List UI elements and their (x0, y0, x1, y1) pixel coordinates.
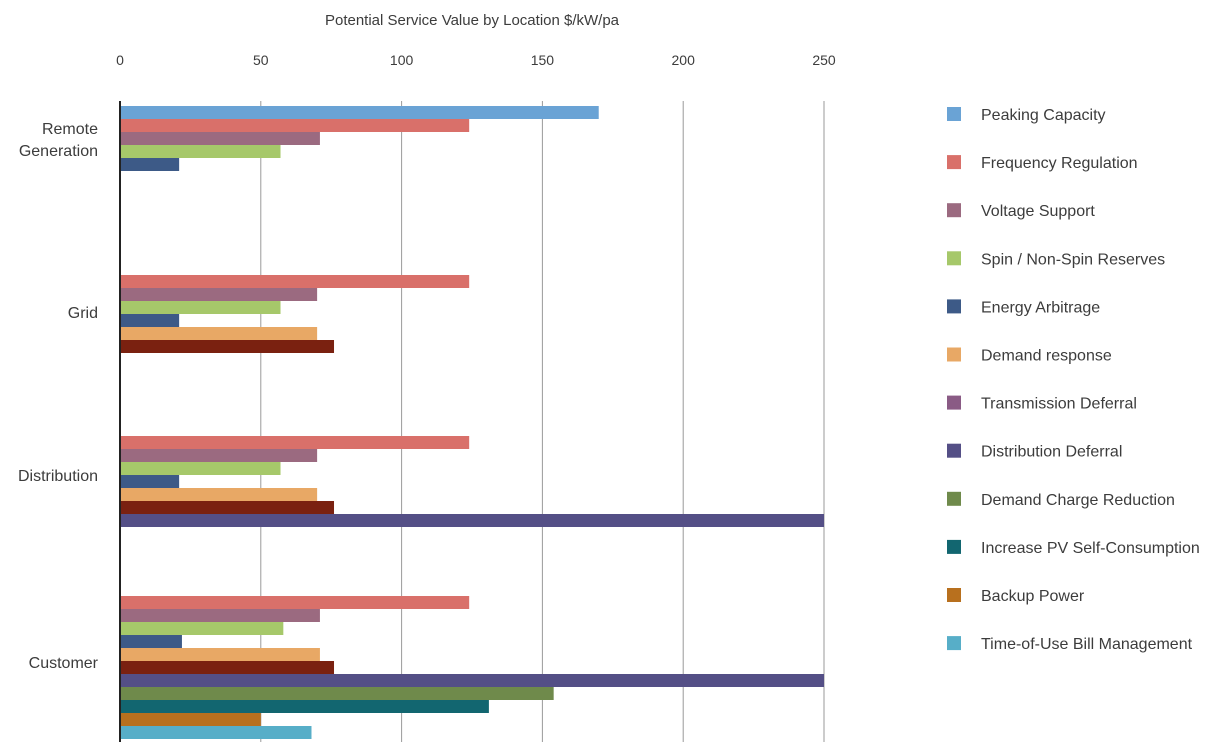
bar (120, 661, 335, 674)
legend-swatch (947, 347, 961, 362)
bar (120, 314, 180, 327)
legend-swatch (947, 107, 961, 121)
legend-label: Frequency Regulation (981, 155, 1138, 172)
legend-swatch (947, 299, 961, 314)
bar (120, 635, 182, 648)
legend-label: Peaking Capacity (981, 107, 1106, 124)
legend-label: Increase PV Self-Consumption (981, 540, 1200, 557)
bar (120, 514, 824, 527)
legend: Peaking Capacity Frequency Regulation Volt… (947, 107, 1200, 653)
bar (120, 488, 318, 501)
bar (120, 700, 489, 713)
category-label: Generation (19, 143, 98, 160)
category-labels: Remote Generation Grid Distribution Customer (18, 121, 99, 672)
bar (120, 713, 261, 726)
x-tick-label: 250 (812, 52, 836, 68)
legend-swatch (947, 588, 961, 602)
category-label: Distribution (18, 468, 98, 485)
x-tick-label: 200 (672, 52, 696, 68)
bar (120, 462, 281, 475)
bar (120, 596, 470, 609)
legend-swatch (947, 539, 961, 554)
legend-swatch (947, 251, 961, 266)
legend-swatch (947, 395, 961, 410)
bar (120, 275, 470, 288)
legend-label: Demand response (981, 348, 1112, 365)
bar (120, 119, 470, 132)
x-tick-label: 50 (253, 52, 269, 68)
bar (120, 648, 320, 661)
bars (120, 106, 824, 739)
legend-label: Voltage Support (981, 203, 1095, 220)
legend-label: Distribution Deferral (981, 444, 1122, 461)
legend-swatch (947, 491, 961, 506)
category-label: Remote (42, 121, 98, 138)
legend-swatch (947, 443, 961, 458)
legend-label: Transmission Deferral (981, 396, 1137, 413)
bar (120, 449, 318, 462)
bar (120, 726, 312, 739)
category-label: Grid (68, 305, 98, 322)
x-tick-label: 0 (116, 52, 124, 68)
bar (120, 475, 180, 488)
gridlines (260, 101, 825, 742)
bar (120, 132, 320, 145)
bar (120, 622, 284, 635)
bar (120, 340, 335, 353)
bar (120, 301, 281, 314)
legend-label: Backup Power (981, 588, 1085, 605)
x-tick-labels: 0 50 100 150 200 250 (116, 52, 836, 68)
legend-label: Demand Charge Reduction (981, 492, 1175, 509)
legend-label: Energy Arbitrage (981, 299, 1100, 316)
bar (120, 288, 318, 301)
axis-title: Potential Service Value by Location $/kW… (325, 12, 620, 29)
legend-swatch (947, 636, 961, 651)
bar (120, 436, 470, 449)
legend-label: Time-of-Use Bill Management (981, 636, 1193, 653)
bar (120, 158, 180, 171)
bar (120, 327, 318, 340)
bar (120, 145, 281, 158)
bar (120, 106, 599, 119)
bar (120, 501, 335, 514)
x-tick-label: 100 (390, 52, 414, 68)
bar (120, 609, 320, 622)
legend-swatch (947, 203, 961, 218)
x-tick-label: 150 (531, 52, 555, 68)
legend-label: Spin / Non-Spin Reserves (981, 251, 1165, 268)
bar (120, 674, 824, 687)
bar (120, 687, 554, 700)
legend-swatch (947, 155, 961, 170)
category-label: Customer (29, 655, 99, 672)
